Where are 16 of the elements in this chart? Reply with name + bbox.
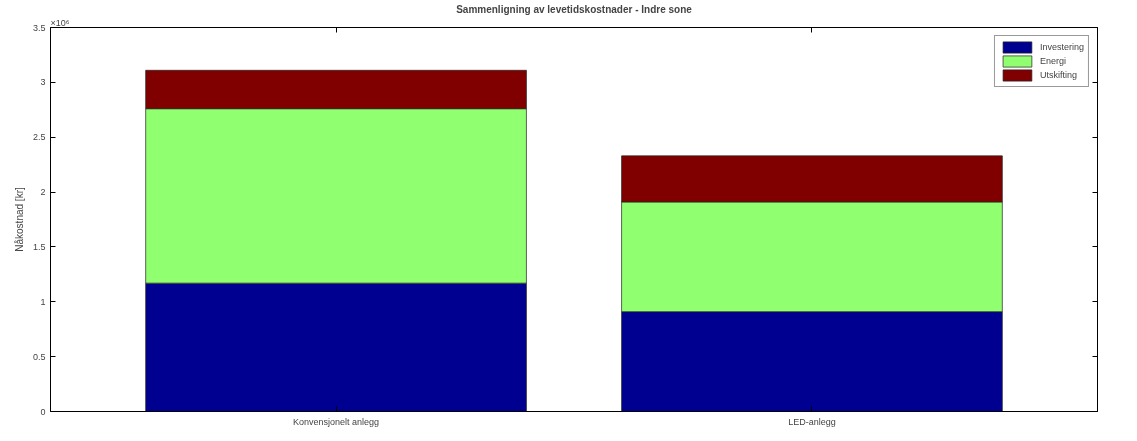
text: ×10⁶	[50, 17, 70, 28]
y-tick-label: 0.5	[32, 351, 46, 362]
y-tick-label: 1	[40, 296, 46, 307]
y-tick-label: 2.5	[32, 132, 46, 143]
y-axis-title: Nåkostnad [kr]	[13, 187, 25, 252]
y-tick-label: 0	[40, 406, 46, 417]
legend-label: Investering	[1039, 42, 1084, 52]
y-tick-label: 3.5	[32, 22, 46, 33]
x-tick-label: Konvensjonelt anlegg	[293, 416, 380, 427]
legend-label: Energi	[1039, 56, 1066, 66]
y-tick-label: 3	[40, 77, 46, 88]
y-tick-label: 2	[40, 187, 46, 198]
legend-label: Utskifting	[1039, 70, 1077, 80]
x-tick-label: LED-anlegg	[788, 416, 836, 427]
y-tick-label: 1.5	[32, 241, 46, 252]
chart-title: Sammenligning av levetidskostnader - Indre sone	[456, 3, 693, 15]
